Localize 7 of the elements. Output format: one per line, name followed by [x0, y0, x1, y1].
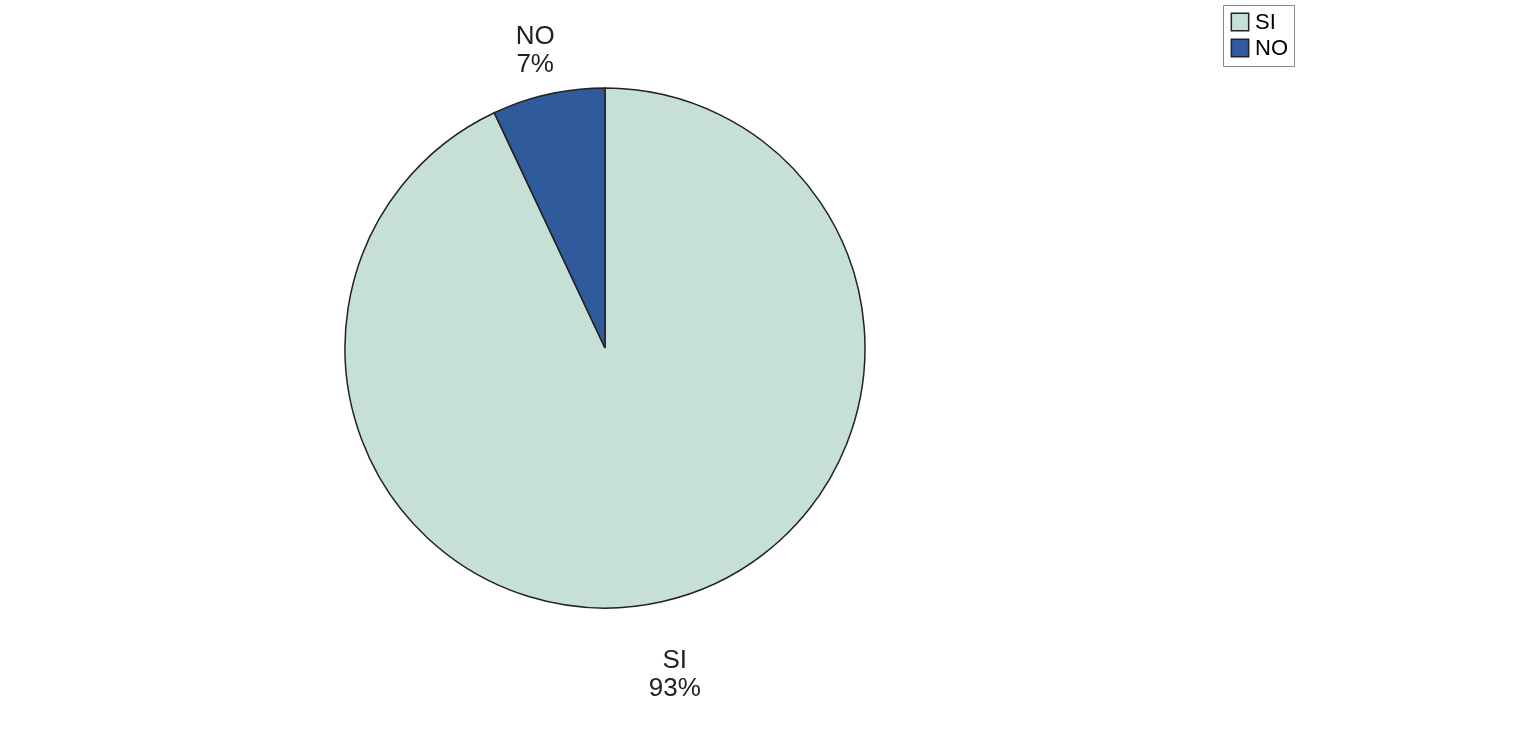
data-label: 7%	[516, 47, 554, 78]
legend-label: SI	[1255, 9, 1276, 34]
slice-label: NO	[515, 19, 555, 50]
data-label: 93%	[648, 672, 701, 703]
slice-label: SI	[662, 644, 688, 675]
pie-slice	[344, 87, 866, 609]
legend-label: NO	[1255, 35, 1288, 60]
